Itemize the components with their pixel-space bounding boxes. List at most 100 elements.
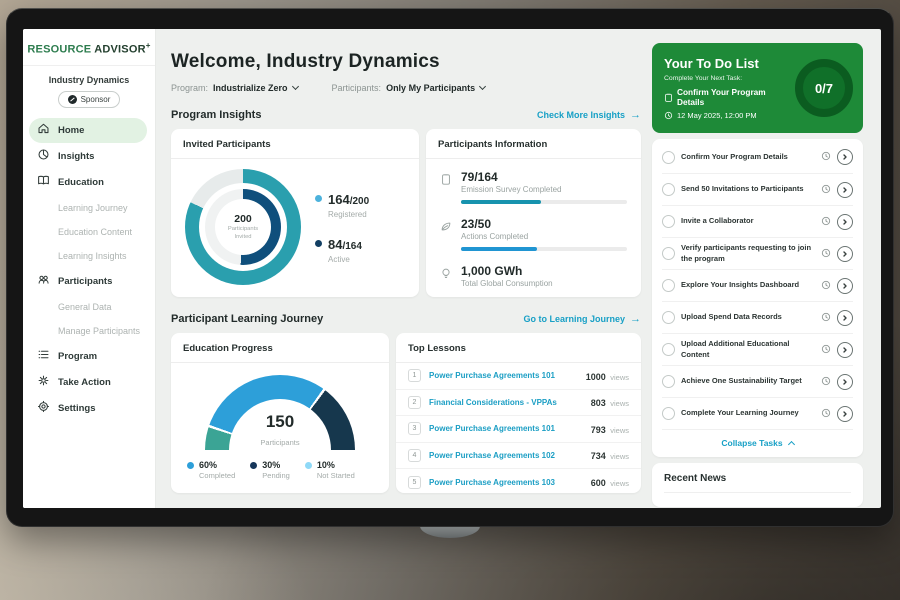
task-row[interactable]: Complete Your Learning Journey: [662, 397, 853, 429]
task-row[interactable]: Invite a Collaborator: [662, 205, 853, 237]
task-checkbox[interactable]: [662, 343, 675, 356]
participants-icon: [37, 273, 50, 289]
app-logo: RESOURCE ADVISOR+: [23, 29, 155, 66]
lesson-link[interactable]: Financial Considerations - VPPAs: [429, 397, 557, 407]
sidebar-item-take-action[interactable]: Take Action: [29, 370, 147, 395]
todo-task-list: Confirm Your Program Details Send 50 Inv…: [652, 139, 863, 457]
task-open-button[interactable]: [837, 373, 853, 390]
participants-filter-dropdown[interactable]: Participants: Only My Participants: [332, 82, 487, 93]
education-progress-gauge-chart: 150 Participants: [205, 375, 355, 451]
task-row[interactable]: Send 50 Invitations to Participants: [662, 173, 853, 205]
sponsor-badge[interactable]: Sponsor: [57, 90, 121, 108]
sidebar-item-learning-insights[interactable]: Learning Insights: [58, 250, 127, 261]
clock-icon: [664, 111, 673, 120]
todo-panel: Your To Do List Complete Your Next Task:…: [652, 43, 863, 507]
task-checkbox[interactable]: [662, 407, 675, 420]
collapse-tasks-link[interactable]: Collapse Tasks: [662, 429, 853, 455]
lesson-rank: 1: [408, 369, 421, 383]
task-checkbox[interactable]: [662, 311, 675, 324]
go-to-learning-journey-link[interactable]: Go to Learning Journey →: [523, 313, 641, 325]
chevron-down-icon: [291, 82, 299, 91]
donut-center-label: Participants Invited: [227, 226, 259, 240]
todo-progress-ring: 0/7: [795, 59, 853, 117]
chevron-right-icon: [843, 346, 847, 353]
task-row[interactable]: Upload Spend Data Records: [662, 301, 853, 333]
task-open-button[interactable]: [837, 309, 853, 326]
arrow-right-icon: →: [630, 109, 641, 121]
task-checkbox[interactable]: [662, 150, 675, 164]
lesson-row: 4 Power Purchase Agreements 102 734 view…: [396, 443, 641, 469]
task-row[interactable]: Explore Your Insights Dashboard: [662, 269, 853, 301]
lesson-views: 793 views: [590, 424, 629, 435]
task-open-button[interactable]: [837, 341, 853, 358]
task-status-icon: [821, 405, 831, 423]
filter-bar: Program: Industrialize Zero Participants…: [171, 82, 641, 93]
task-row[interactable]: Achieve One Sustainability Target: [662, 365, 853, 397]
lesson-link[interactable]: Power Purchase Agreements 101: [429, 371, 555, 381]
sidebar-item-settings[interactable]: Settings: [29, 396, 147, 421]
task-status-icon: [821, 373, 831, 391]
sidebar-item-participants[interactable]: Participants: [29, 269, 147, 294]
leaf-icon: [440, 220, 453, 251]
lesson-link[interactable]: Power Purchase Agreements 103: [429, 477, 555, 487]
task-checkbox[interactable]: [662, 215, 675, 228]
task-open-button[interactable]: [837, 213, 853, 230]
task-checkbox[interactable]: [662, 279, 675, 292]
legend-item-active: 84/164 Active: [315, 236, 369, 264]
lesson-rank: 4: [408, 448, 421, 462]
lesson-link[interactable]: Power Purchase Agreements 101: [429, 424, 555, 434]
todo-due-date: 12 May 2025, 12:00 PM: [664, 111, 795, 120]
legend-dot: [315, 239, 322, 247]
check-more-insights-link[interactable]: Check More Insights →: [536, 109, 641, 121]
page-title: Welcome, Industry Dynamics: [171, 51, 440, 72]
metric-emission-survey: 79/164 Emission Survey Completed: [440, 170, 627, 204]
task-row[interactable]: Upload Additional Educational Content: [662, 333, 853, 365]
sidebar-item-home[interactable]: Home: [29, 117, 147, 143]
task-open-button[interactable]: [837, 149, 853, 165]
org-name: Industry Dynamics: [48, 74, 130, 85]
sidebar-item-education[interactable]: Education: [29, 170, 147, 195]
clipboard-icon: [665, 93, 672, 102]
todo-title: Your To Do List: [664, 56, 759, 71]
task-open-button[interactable]: [837, 245, 853, 262]
task-open-button[interactable]: [837, 181, 853, 198]
legend-item-not-started: 10% Not Started: [304, 460, 355, 480]
education-progress-card: Education Progress 150 Participants: [171, 333, 389, 493]
sidebar: RESOURCE ADVISOR+ Industry Dynamics Spon…: [23, 29, 156, 508]
sidebar-item-program[interactable]: Program: [29, 344, 147, 369]
task-row[interactable]: Verify participants requesting to join t…: [662, 237, 853, 269]
task-checkbox[interactable]: [662, 247, 675, 260]
task-open-button[interactable]: [837, 277, 853, 294]
recent-news-card: Recent News: [652, 463, 863, 507]
task-status-icon: [821, 213, 831, 231]
sidebar-item-general-data[interactable]: General Data: [58, 301, 112, 312]
progress-bar: [461, 200, 627, 204]
chevron-down-icon: [479, 82, 487, 91]
lesson-views: 803 views: [590, 398, 629, 409]
task-status-icon: [821, 181, 831, 199]
sidebar-item-insights[interactable]: Insights: [29, 144, 147, 169]
legend-item-pending: 30% Pending: [250, 460, 290, 480]
chevron-right-icon: [843, 250, 847, 257]
sidebar-item-education-content[interactable]: Education Content: [58, 226, 133, 237]
learning-journey-heading: Participant Learning Journey: [171, 313, 324, 325]
task-open-button[interactable]: [837, 405, 853, 422]
gauge-center-value: 150: [265, 412, 295, 431]
chevron-right-icon: [843, 378, 847, 385]
task-checkbox[interactable]: [662, 183, 675, 196]
chevron-right-icon: [843, 218, 847, 225]
legend-item-completed: 60% Completed: [187, 460, 235, 480]
program-insights-heading: Program Insights: [171, 109, 262, 121]
todo-next-task: Confirm Your Program Details: [664, 87, 795, 107]
todo-summary-card: Your To Do List Complete Your Next Task:…: [652, 43, 863, 133]
legend-dot: [315, 194, 322, 202]
lesson-rank: 2: [408, 395, 421, 409]
sidebar-item-manage-participants[interactable]: Manage Participants: [58, 325, 141, 336]
program-filter-dropdown[interactable]: Program: Industrialize Zero: [171, 82, 299, 93]
task-row[interactable]: Confirm Your Program Details: [662, 141, 853, 173]
sidebar-item-learning-journey[interactable]: Learning Journey: [58, 202, 128, 213]
lesson-link[interactable]: Power Purchase Agreements 102: [429, 450, 555, 460]
lesson-views: 600 views: [590, 478, 629, 489]
task-checkbox[interactable]: [662, 375, 675, 388]
